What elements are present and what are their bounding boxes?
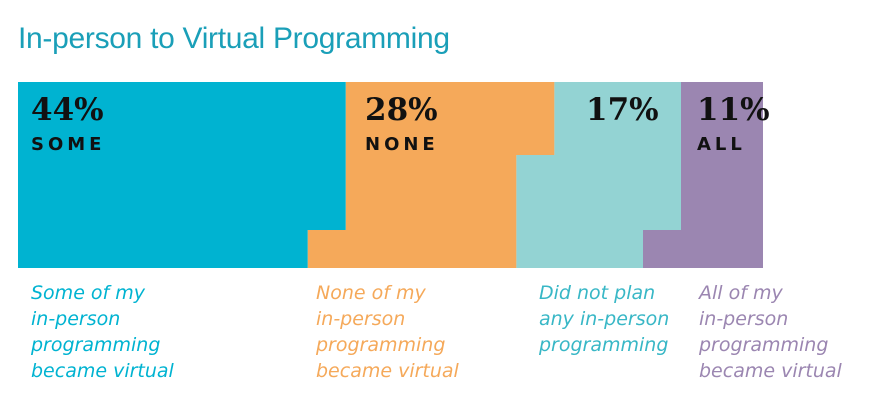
description-line: in-person xyxy=(699,308,789,330)
description-some: Some of my in-person programming became … xyxy=(31,280,174,384)
description-line: in-person xyxy=(316,308,406,330)
description-line: became virtual xyxy=(316,360,459,382)
category-label-all: ALL xyxy=(697,134,746,155)
description-line: programming xyxy=(31,334,161,356)
description-line: any in-person xyxy=(539,308,670,330)
description-all: All of my in-person programming became v… xyxy=(699,280,842,384)
description-line: Did not plan xyxy=(539,282,656,304)
value-label-none: 28% xyxy=(365,92,438,128)
description-line: programming xyxy=(316,334,446,356)
value-label-some: 44% xyxy=(31,92,104,128)
description-line: None of my xyxy=(316,282,426,304)
segment-none xyxy=(307,82,555,268)
value-label-all: 11% xyxy=(697,92,770,128)
segment-all xyxy=(643,82,763,268)
description-line: Some of my xyxy=(31,282,146,304)
chart-title: In-person to Virtual Programming xyxy=(18,22,450,55)
segment-not-planned xyxy=(516,82,681,268)
description-line: became virtual xyxy=(31,360,174,382)
description-line: All of my xyxy=(699,282,783,304)
description-line: in-person xyxy=(31,308,121,330)
value-label-not-planned: 17% xyxy=(586,92,659,128)
description-line: programming xyxy=(699,334,829,356)
description-line: became virtual xyxy=(699,360,842,382)
segment-some xyxy=(18,82,346,268)
category-label-some: SOME xyxy=(31,134,105,155)
description-none: None of my in-person programming became … xyxy=(316,280,459,384)
description-not-planned: Did not plan any in-person programming xyxy=(539,280,669,358)
description-line: programming xyxy=(539,334,669,356)
category-label-none: NONE xyxy=(365,134,439,155)
